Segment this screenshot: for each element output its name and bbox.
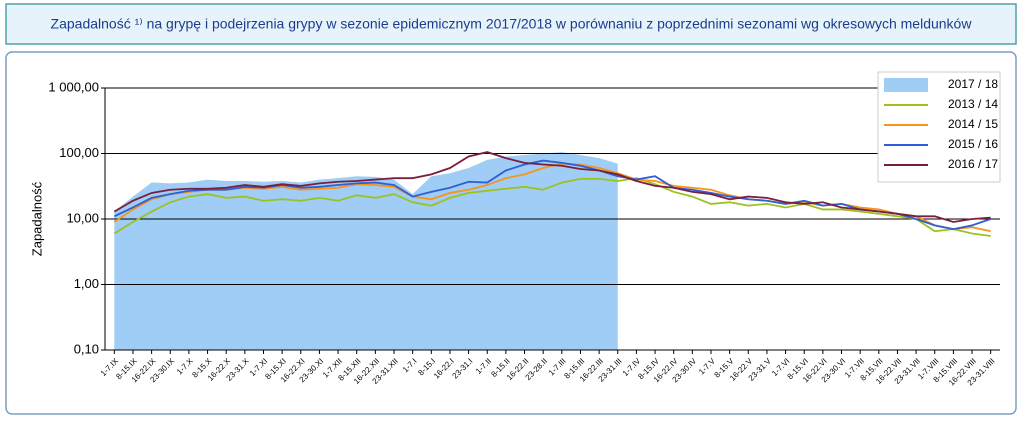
legend-label: 2013 / 14 [948,97,998,111]
legend-label: 2014 / 15 [948,117,998,131]
area [114,152,618,350]
legend-swatch [884,78,928,92]
y-tick-label: 10,00 [66,210,99,225]
y-tick-label: 1 000,00 [48,79,99,94]
y-tick-label: 0,10 [74,341,99,356]
line [113,159,991,231]
y-axis-label: Zapadalność [29,181,44,256]
legend-label: 2015 / 16 [948,137,998,151]
y-tick-label: 1,00 [74,276,99,291]
chart-title: Zapadalność ¹⁾ na grypę i podejrzenia gr… [51,16,973,32]
line [113,151,991,223]
title-box [5,3,1017,45]
legend-label: 2017 / 18 [948,77,998,91]
line [113,177,991,237]
legend-label: 2016 / 17 [948,157,998,171]
y-tick-label: 100,00 [59,145,99,160]
